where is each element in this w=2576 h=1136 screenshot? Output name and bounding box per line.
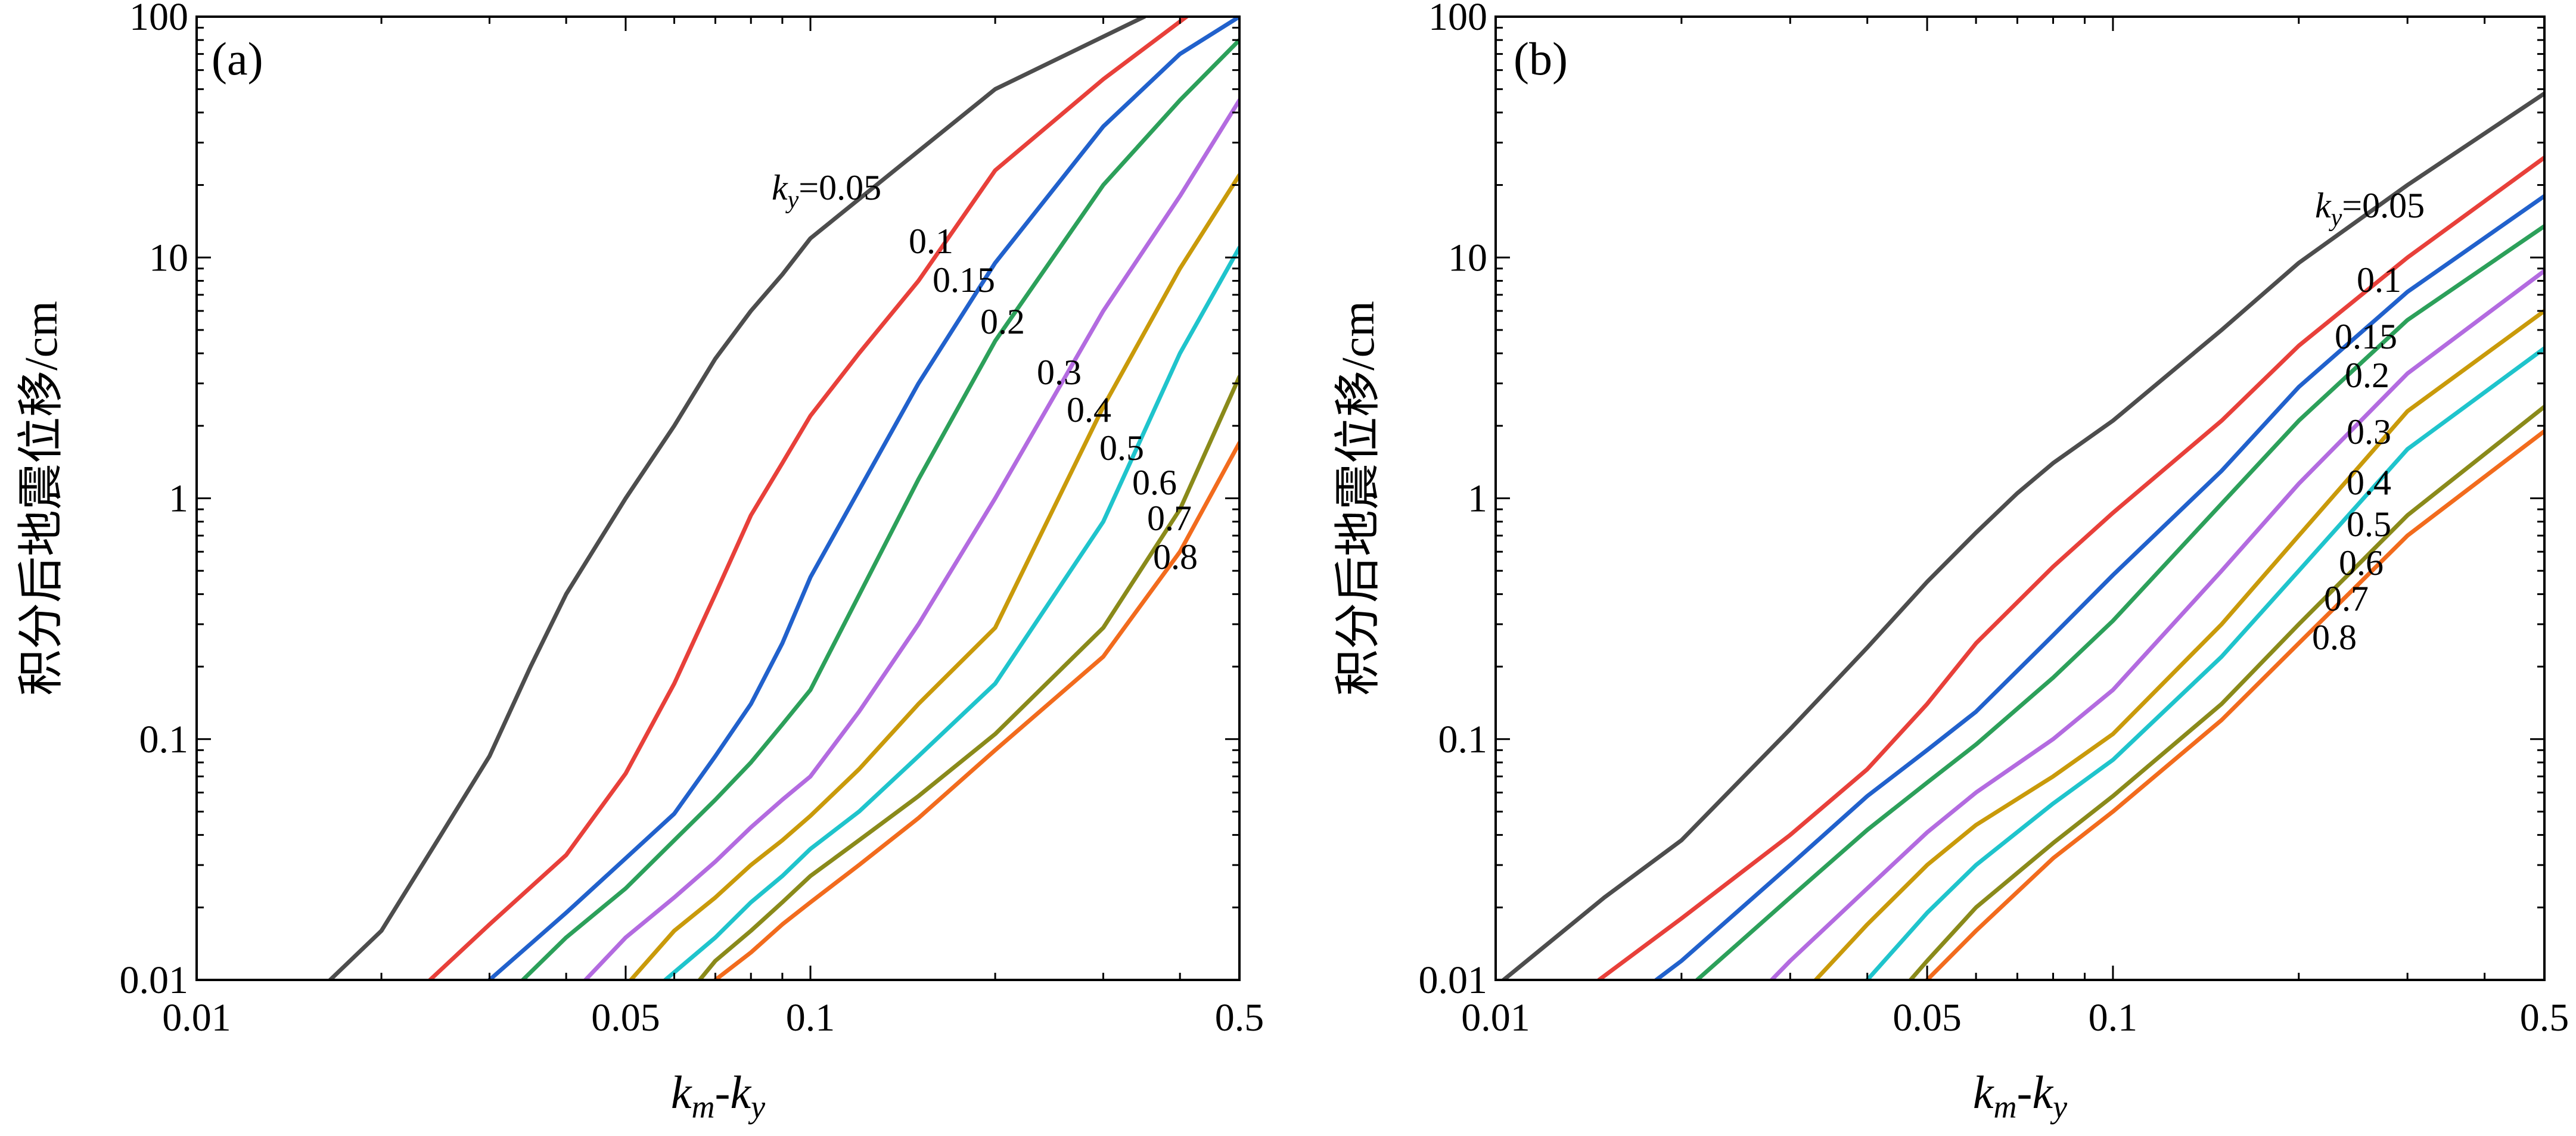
y-tick-label: 0.1 xyxy=(1438,718,1488,761)
series-line-0-15 xyxy=(487,17,1239,980)
curve-label: ky=0.05 xyxy=(772,168,881,214)
curve-label: 0.6 xyxy=(2339,543,2384,583)
y-tick-label: 1 xyxy=(1468,477,1487,521)
series-line-0-5 xyxy=(663,245,1239,980)
curve-label: 0.8 xyxy=(2312,618,2357,657)
series-line-ky0-05 xyxy=(1501,91,2544,980)
curve-label: 0.3 xyxy=(2347,412,2391,452)
x-tick-label: 0.5 xyxy=(2520,996,2569,1039)
y-tick-label: 10 xyxy=(149,236,188,279)
curve-label: 0.5 xyxy=(2347,505,2391,544)
curve-label: 0.3 xyxy=(1037,353,1082,392)
series-line-0-2 xyxy=(1695,224,2544,980)
series-group xyxy=(1501,91,2544,980)
y-tick-label: 0.01 xyxy=(1419,958,1488,1002)
x-tick-label: 0.05 xyxy=(591,996,660,1039)
curve-label: 0.7 xyxy=(1147,499,1192,538)
series-line-0-4 xyxy=(629,173,1239,980)
x-tick-label: 0.1 xyxy=(2089,996,2138,1039)
x-tick-label: 0.05 xyxy=(1893,996,1962,1039)
x-axis-title: km-ky xyxy=(1973,1066,2067,1125)
panel-label: (a) xyxy=(212,33,263,85)
x-tick-label: 0.1 xyxy=(786,996,835,1039)
curve-label: 0.15 xyxy=(2335,317,2397,356)
series-line-0-8 xyxy=(713,440,1239,980)
x-tick-label: 0.5 xyxy=(1215,996,1264,1039)
y-tick-label: 0.1 xyxy=(139,718,189,761)
curve-label: 0.2 xyxy=(2345,356,2389,395)
series-line-0-3 xyxy=(583,98,1239,980)
y-tick-label: 100 xyxy=(1428,0,1487,39)
y-axis-title: 积分后地震位移/cm xyxy=(1332,301,1384,696)
series-line-0-5 xyxy=(1865,346,2544,980)
curve-label: 0.7 xyxy=(2324,579,2369,618)
y-tick-label: 100 xyxy=(129,0,188,39)
x-tick-label: 0.01 xyxy=(1461,996,1530,1039)
series-line-0-15 xyxy=(1654,194,2544,980)
curve-label: ky=0.05 xyxy=(2315,186,2425,232)
curve-label: 0.8 xyxy=(1153,537,1198,577)
series-line-0-4 xyxy=(1813,309,2544,980)
curve-label: 0.5 xyxy=(1099,428,1144,468)
series-line-0-2 xyxy=(520,38,1239,980)
series-line-0-6 xyxy=(1908,404,2544,980)
series-line-0-8 xyxy=(1925,429,2544,980)
x-axis-title: km-ky xyxy=(671,1066,765,1125)
x-tick-label: 0.01 xyxy=(162,996,231,1039)
curve-label: 0.15 xyxy=(933,260,995,300)
chart-panel-a: 0.01 0.1 1 10 100 0.01 0.05 0.1 0.5 (a) ky=0.05 0.1… xyxy=(15,0,1264,1125)
curve-label: 0.1 xyxy=(2357,260,2401,300)
series-line-0-1 xyxy=(428,17,1189,980)
curve-label: 0.2 xyxy=(980,302,1025,341)
curve-label: 0.4 xyxy=(1067,390,1111,429)
plot-frame xyxy=(195,15,1241,981)
panel-label: (b) xyxy=(1514,33,1568,85)
series-line-0-3 xyxy=(1769,269,2544,980)
series-line-ky0-05 xyxy=(328,17,1146,980)
y-tick-label: 0.01 xyxy=(120,958,189,1002)
curve-label: 0.1 xyxy=(909,222,953,261)
series-group xyxy=(328,17,1239,980)
y-tick-label: 10 xyxy=(1448,236,1487,279)
y-axis-title: 积分后地震位移/cm xyxy=(15,301,67,696)
curve-label: 0.6 xyxy=(1132,463,1177,502)
series-line-0-6 xyxy=(697,374,1239,980)
curve-label: 0.4 xyxy=(2347,463,2391,502)
chart-panel-b: 0.01 0.1 1 10 100 0.01 0.05 0.1 0.5 (b) ky=0.05 0.1… xyxy=(1332,0,2569,1125)
y-tick-label: 1 xyxy=(169,477,188,521)
series-line-0-1 xyxy=(1596,155,2544,980)
